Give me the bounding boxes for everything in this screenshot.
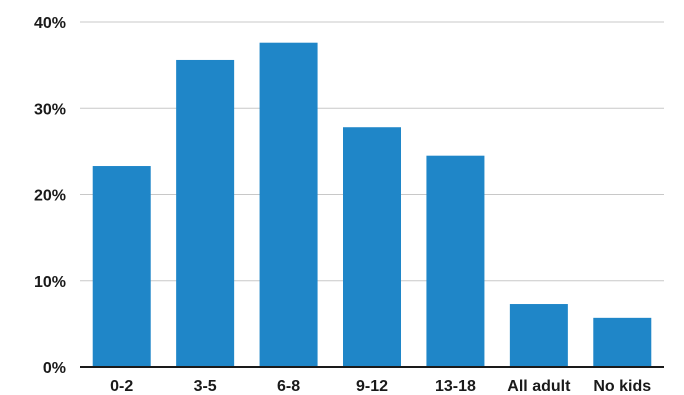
x-tick-label: No kids xyxy=(593,378,651,395)
bar-9-12 xyxy=(343,127,401,367)
bar-3-5 xyxy=(176,59,235,367)
x-tick-label: 0-2 xyxy=(110,378,133,395)
bar-6-8 xyxy=(259,42,318,367)
y-tick-label: 20% xyxy=(34,188,66,205)
x-tick-label: 9-12 xyxy=(356,378,388,395)
bar-all-adult xyxy=(509,304,568,367)
x-tick-label: 6-8 xyxy=(277,378,300,395)
y-tick-label: 10% xyxy=(34,274,66,291)
bar-13-18 xyxy=(426,155,485,367)
x-tick-label: All adult xyxy=(507,378,571,395)
y-tick-label: 0% xyxy=(43,360,66,377)
x-axis-labels: 0-2 3-5 6-8 9-12 13-18 All adult No kids xyxy=(110,378,651,395)
bars xyxy=(92,42,652,367)
x-tick-label: 3-5 xyxy=(194,378,217,395)
y-tick-label: 40% xyxy=(34,15,66,32)
bar-no-kids xyxy=(593,317,652,367)
y-tick-label: 30% xyxy=(34,101,66,118)
x-tick-label: 13-18 xyxy=(435,378,476,395)
bar-0-2 xyxy=(92,166,151,367)
y-axis-ticks: 0% 10% 20% 30% 40% xyxy=(34,15,66,377)
